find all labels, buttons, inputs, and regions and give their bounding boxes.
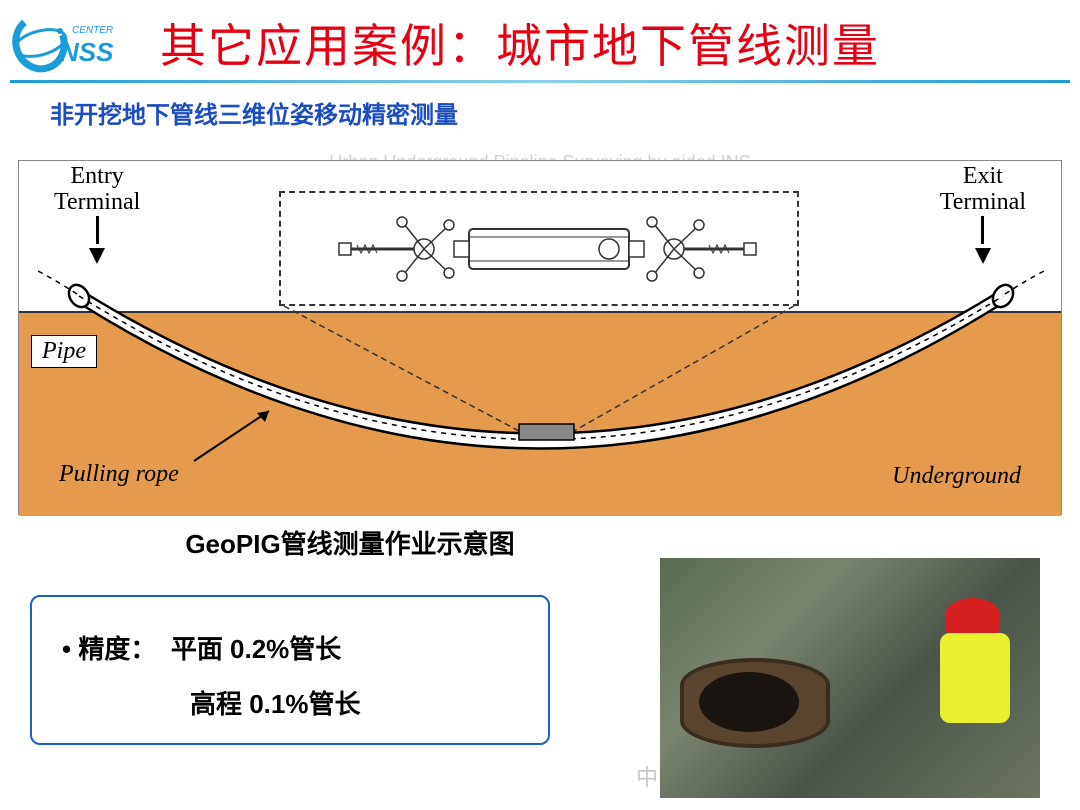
accuracy-plane: 平面 0.2%管长: [171, 634, 342, 664]
subtitle: 非开挖地下管线三维位姿移动精密测量: [50, 95, 1080, 130]
logo: CENTER NSS: [10, 13, 160, 73]
page-title: 其它应用案例：城市地下管线测量: [160, 10, 880, 76]
pipeline-diagram: Entry Terminal Exit Terminal: [18, 160, 1062, 515]
diagram-caption: GeoPIG管线测量作业示意图: [0, 524, 700, 561]
logo-center-text: CENTER: [72, 25, 113, 36]
accuracy-label: 精度：: [78, 634, 156, 664]
device-drawing: [289, 199, 789, 299]
accuracy-line-2: 高程 0.1%管长: [62, 677, 528, 732]
header: CENTER NSS 其它应用案例：城市地下管线测量: [0, 0, 1080, 76]
field-photo: [660, 558, 1040, 798]
accuracy-box: • 精度： 平面 0.2%管长 高程 0.1%管长: [30, 595, 550, 745]
bullet-icon: •: [62, 634, 71, 664]
pulling-rope-label: Pulling rope: [49, 459, 189, 490]
accuracy-line-1: • 精度： 平面 0.2%管长: [62, 622, 528, 677]
logo-nss-text: NSS: [60, 37, 114, 67]
title-underline: [10, 80, 1070, 83]
pipe-label: Pipe: [31, 335, 97, 368]
underground-label: Underground: [882, 461, 1031, 492]
photo-pipe-shape: [680, 658, 830, 748]
device-inset: [279, 191, 799, 306]
accuracy-elevation: 高程 0.1%管长: [190, 689, 361, 719]
